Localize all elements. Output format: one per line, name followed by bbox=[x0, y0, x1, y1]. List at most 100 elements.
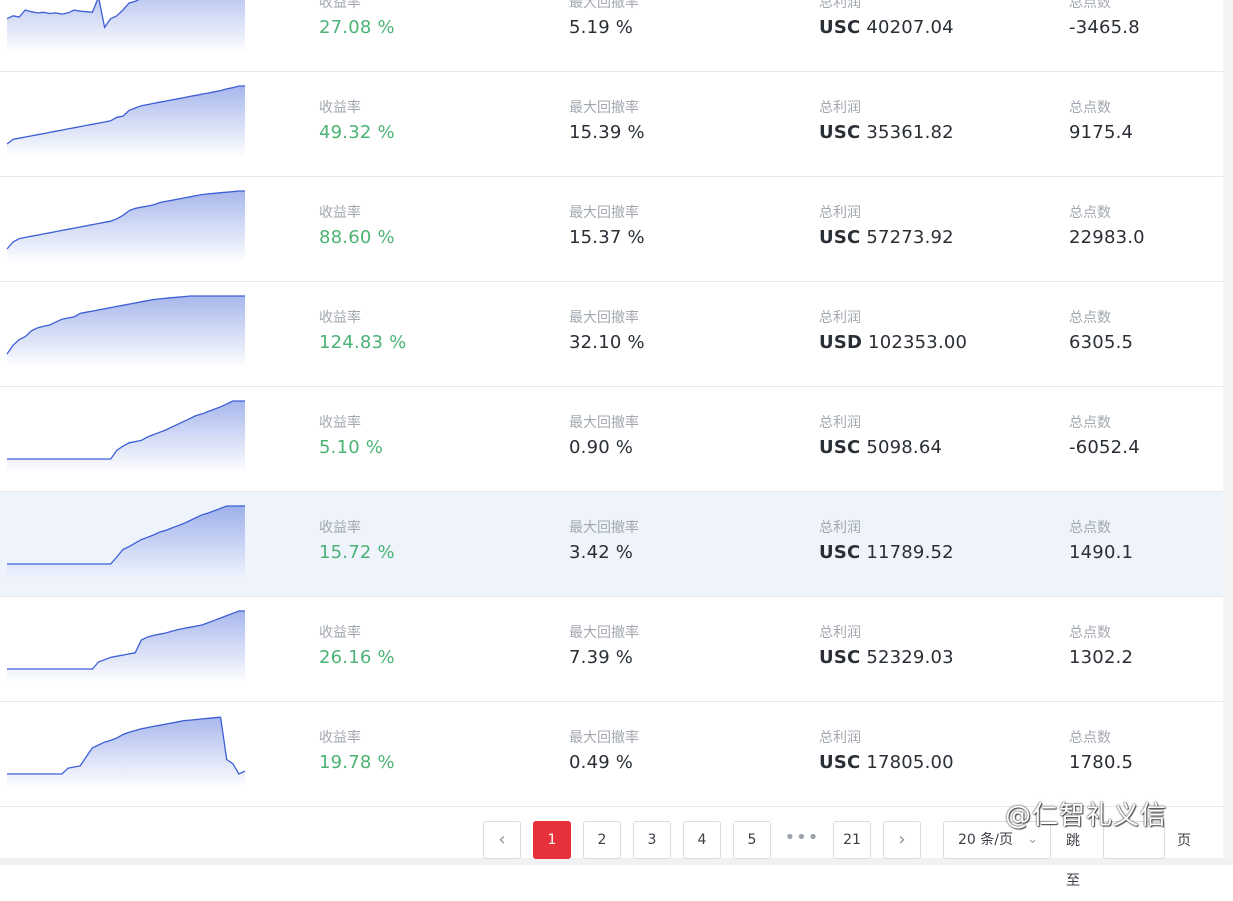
list-item[interactable]: 收益率 26.16 % 最大回撤率 7.39 % 总利润 USC 52329.03 总点数 1… bbox=[0, 597, 1223, 702]
sparkline-line bbox=[7, 400, 245, 460]
profit-value: USC 35361.82 bbox=[819, 121, 954, 145]
list-item[interactable]: 收益率 19.78 % 最大回撤率 0.49 % 总利润 USC 17805.00 总点数 1… bbox=[0, 702, 1223, 807]
profit-amount: 52329.03 bbox=[866, 647, 954, 668]
strategy-list: 收益率 27.08 % 最大回撤率 5.19 % 总利润 USC 40207.04 总点数 -… bbox=[0, 0, 1223, 807]
profit-cell: 总利润 USC 17805.00 bbox=[819, 729, 954, 775]
return-label: 收益率 bbox=[319, 0, 361, 11]
profit-amount: 40207.04 bbox=[866, 17, 954, 38]
points-cell: 总点数 1490.1 bbox=[1069, 519, 1133, 565]
sparkline-area bbox=[7, 0, 245, 53]
profit-amount: 5098.64 bbox=[866, 437, 943, 458]
profit-label: 总利润 bbox=[819, 0, 861, 11]
return-cell: 收益率 15.72 % bbox=[319, 519, 395, 565]
points-value: -3465.8 bbox=[1069, 17, 1140, 38]
equity-sparkline bbox=[7, 400, 245, 473]
points-cell: 总点数 -3465.8 bbox=[1069, 0, 1140, 40]
return-value: 49.32 % bbox=[319, 122, 395, 143]
profit-value: USC 11789.52 bbox=[819, 541, 954, 565]
page-button-3[interactable]: 3 bbox=[633, 821, 671, 859]
equity-sparkline bbox=[6, 85, 245, 158]
sparkline-line bbox=[6, 0, 140, 30]
drawdown-cell: 最大回撤率 3.42 % bbox=[569, 519, 639, 565]
drawdown-label: 最大回撤率 bbox=[569, 730, 639, 746]
profit-value: USC 5098.64 bbox=[819, 436, 942, 460]
return-label: 收益率 bbox=[319, 205, 361, 221]
points-cell: 总点数 1780.5 bbox=[1069, 729, 1133, 775]
chevron-down-icon: ⌄ bbox=[1027, 832, 1038, 847]
profit-amount: 17805.00 bbox=[866, 752, 954, 773]
return-cell: 收益率 124.83 % bbox=[319, 309, 406, 355]
profit-value: USC 40207.04 bbox=[819, 16, 954, 40]
points-cell: 总点数 -6052.4 bbox=[1069, 414, 1140, 460]
equity-sparkline bbox=[6, 0, 245, 53]
return-cell: 收益率 19.78 % bbox=[319, 729, 395, 775]
profit-cell: 总利润 USC 52329.03 bbox=[819, 624, 954, 670]
profit-label: 总利润 bbox=[819, 415, 861, 431]
sparkline-area bbox=[7, 401, 245, 473]
page-button-4[interactable]: 4 bbox=[683, 821, 721, 859]
profit-cell: 总利润 USC 11789.52 bbox=[819, 519, 954, 565]
jump-page-input[interactable] bbox=[1103, 821, 1165, 859]
profit-currency: USC bbox=[819, 647, 861, 668]
profit-currency: USC bbox=[819, 122, 861, 143]
drawdown-cell: 最大回撤率 5.19 % bbox=[569, 0, 639, 40]
points-cell: 总点数 1302.2 bbox=[1069, 624, 1133, 670]
points-label: 总点数 bbox=[1069, 415, 1111, 431]
points-value: -6052.4 bbox=[1069, 437, 1140, 458]
page-button-5[interactable]: 5 bbox=[733, 821, 771, 859]
drawdown-cell: 最大回撤率 32.10 % bbox=[569, 309, 645, 355]
points-label: 总点数 bbox=[1069, 205, 1111, 221]
page-size-select[interactable]: 20 条/页 ⌄ bbox=[943, 821, 1051, 859]
sparkline-area bbox=[7, 86, 245, 158]
return-label: 收益率 bbox=[319, 100, 361, 116]
vertical-scrollbar[interactable] bbox=[1223, 0, 1233, 858]
list-item[interactable]: 收益率 49.32 % 最大回撤率 15.39 % 总利润 USC 35361.82 总点数… bbox=[0, 72, 1223, 177]
list-item[interactable]: 收益率 124.83 % 最大回撤率 32.10 % 总利润 USD 102353.00 总… bbox=[0, 282, 1223, 387]
list-item[interactable]: 收益率 5.10 % 最大回撤率 0.90 % 总利润 USC 5098.64 总点数 -60… bbox=[0, 387, 1223, 492]
profit-label: 总利润 bbox=[819, 100, 861, 116]
list-item[interactable]: 收益率 88.60 % 最大回撤率 15.37 % 总利润 USC 57273.92 总点数… bbox=[0, 177, 1223, 282]
drawdown-label: 最大回撤率 bbox=[569, 0, 639, 11]
profit-label: 总利润 bbox=[819, 625, 861, 641]
points-label: 总点数 bbox=[1069, 625, 1111, 641]
return-label: 收益率 bbox=[319, 310, 361, 326]
drawdown-label: 最大回撤率 bbox=[569, 310, 639, 326]
points-value: 1490.1 bbox=[1069, 542, 1134, 563]
return-cell: 收益率 5.10 % bbox=[319, 414, 383, 460]
equity-sparkline bbox=[7, 610, 245, 683]
drawdown-cell: 最大回撤率 15.39 % bbox=[569, 99, 645, 145]
list-item[interactable]: 收益率 27.08 % 最大回撤率 5.19 % 总利润 USC 40207.04 总点数 -… bbox=[0, 0, 1223, 72]
return-value: 19.78 % bbox=[319, 752, 395, 773]
list-item[interactable]: 收益率 15.72 % 最大回撤率 3.42 % 总利润 USC 11789.52 总点数 1… bbox=[0, 492, 1223, 597]
profit-currency: USC bbox=[819, 542, 861, 563]
sparkline-line bbox=[7, 610, 245, 670]
drawdown-label: 最大回撤率 bbox=[569, 415, 639, 431]
profit-value: USC 52329.03 bbox=[819, 646, 954, 670]
horizontal-scrollbar[interactable] bbox=[0, 858, 1233, 865]
drawdown-cell: 最大回撤率 0.90 % bbox=[569, 414, 639, 460]
more-pages-ellipsis[interactable]: ••• bbox=[784, 827, 820, 848]
profit-cell: 总利润 USC 35361.82 bbox=[819, 99, 954, 145]
sparkline-line bbox=[6, 85, 245, 145]
profit-currency: USC bbox=[819, 437, 861, 458]
points-cell: 总点数 22983.0 bbox=[1069, 204, 1145, 250]
equity-sparkline bbox=[6, 190, 245, 263]
drawdown-label: 最大回撤率 bbox=[569, 625, 639, 641]
drawdown-value: 15.39 % bbox=[569, 122, 645, 143]
profit-value: USC 57273.92 bbox=[819, 226, 954, 250]
next-page-button[interactable]: › bbox=[883, 821, 921, 859]
points-label: 总点数 bbox=[1069, 0, 1111, 11]
points-cell: 总点数 9175.4 bbox=[1069, 99, 1133, 145]
prev-page-button[interactable]: ‹ bbox=[483, 821, 521, 859]
points-label: 总点数 bbox=[1069, 730, 1111, 746]
drawdown-value: 15.37 % bbox=[569, 227, 645, 248]
sparkline-area bbox=[7, 506, 245, 578]
return-cell: 收益率 27.08 % bbox=[319, 0, 395, 40]
sparkline-area bbox=[7, 717, 245, 788]
equity-sparkline bbox=[7, 716, 246, 788]
page-button-last[interactable]: 21 bbox=[833, 821, 871, 859]
chevron-right-icon: › bbox=[898, 829, 906, 850]
page-button-1[interactable]: 1 bbox=[533, 821, 571, 859]
points-label: 总点数 bbox=[1069, 100, 1111, 116]
page-button-2[interactable]: 2 bbox=[583, 821, 621, 859]
